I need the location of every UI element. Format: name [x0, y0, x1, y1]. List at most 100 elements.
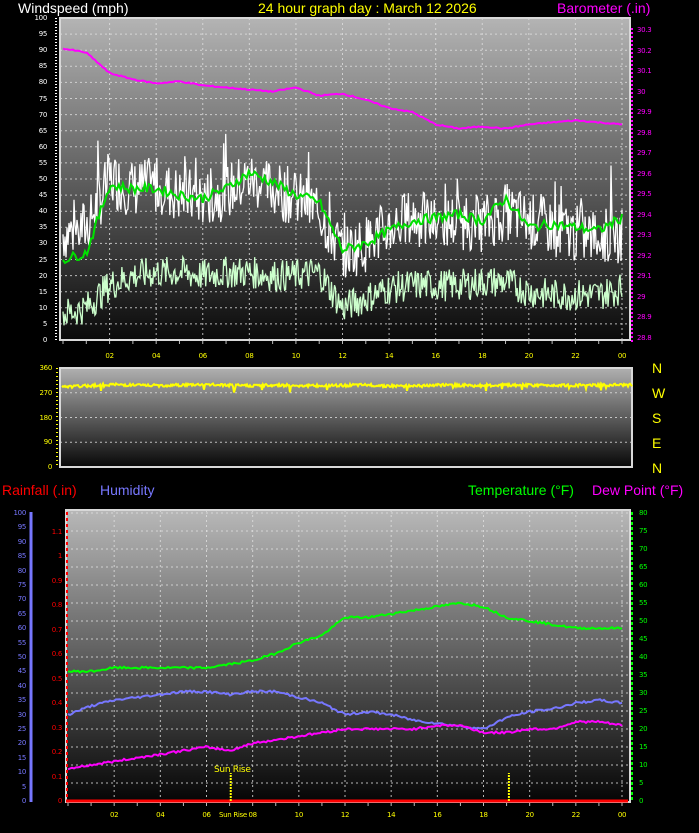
x-tick: 16	[433, 811, 442, 819]
windspeed-tick: 60	[38, 142, 48, 151]
humidity-tick: 70	[17, 595, 27, 604]
barometer-tick: 29.2	[637, 251, 652, 260]
temperature-tick: 55	[639, 599, 648, 607]
compass-label: S	[652, 410, 662, 426]
rainfall-tick: 1.1	[51, 528, 63, 536]
barometer-tick: 29	[637, 292, 646, 301]
windspeed-axis-title: Windspeed (mph)	[18, 0, 129, 16]
windspeed-tick: 40	[38, 207, 48, 216]
barometer-tick: 29.1	[637, 272, 652, 281]
temperature-tick: 40	[639, 653, 648, 661]
barometer-tick: 30.3	[637, 26, 652, 34]
humidity-tick: 5	[21, 782, 26, 791]
humidity-tick: 30	[17, 710, 27, 719]
windspeed-tick: 70	[38, 110, 48, 119]
rain-humidity-temperature-chart	[0, 500, 699, 833]
windspeed-tick: 0	[42, 336, 47, 344]
rainfall-tick: 0.5	[51, 674, 63, 683]
rainfall-tick: 0.3	[51, 723, 63, 732]
x-tick: 14	[384, 352, 394, 360]
rainfall-tick: 0.7	[51, 625, 63, 634]
compass-label: E	[652, 435, 662, 451]
barometer-tick: 29.6	[637, 169, 652, 178]
humidity-tick: 35	[17, 696, 27, 705]
x-tick: 00	[617, 352, 627, 360]
wind-direction-chart	[0, 362, 699, 477]
barometer-tick: 30.2	[637, 46, 652, 55]
x-tick: 22	[571, 811, 581, 819]
humidity-tick: 75	[17, 581, 27, 589]
temperature-tick: 75	[639, 527, 648, 535]
barometer-tick: 29.3	[637, 231, 652, 240]
temperature-tick: 30	[639, 689, 648, 697]
x-tick: 14	[387, 811, 396, 819]
humidity-tick: 80	[17, 566, 27, 575]
rainfall-tick: 0.9	[51, 576, 63, 585]
x-tick: 06	[202, 811, 211, 819]
barometer-tick: 30.1	[637, 67, 652, 76]
windspeed-barometer-chart	[0, 0, 699, 362]
humidity-tick: 55	[17, 638, 27, 647]
temperature-tick: 80	[639, 509, 648, 517]
humidity-axis-title: Humidity	[100, 482, 155, 498]
windspeed-tick: 25	[38, 255, 48, 264]
windspeed-tick: 45	[38, 191, 48, 200]
humidity-tick: 0	[21, 797, 26, 805]
temperature-tick: 5	[639, 779, 644, 787]
rainfall-axis-title: Rainfall (.in)	[2, 482, 77, 498]
x-tick: 10	[294, 811, 304, 819]
windspeed-tick: 85	[38, 62, 48, 71]
barometer-axis-title: Barometer (.in)	[557, 0, 651, 16]
sunrise-label: Sun Rise	[214, 765, 251, 775]
windspeed-tick: 30	[38, 239, 48, 248]
barometer-tick: 29.9	[637, 108, 652, 117]
temperature-tick: 25	[639, 707, 648, 715]
temperature-tick: 65	[639, 563, 648, 571]
x-tick: 08	[245, 352, 254, 360]
humidity-tick: 85	[17, 552, 27, 561]
x-tick: 12	[340, 811, 350, 819]
rainfall-tick: 1	[57, 552, 62, 561]
compass-label: N	[652, 460, 663, 476]
x-tick: 08	[248, 811, 258, 819]
direction-tick: 360	[39, 364, 53, 372]
windspeed-tick: 65	[38, 126, 48, 135]
temperature-tick: 70	[639, 545, 648, 553]
x-tick: 20	[524, 352, 534, 360]
x-tick: 12	[338, 352, 347, 360]
x-tick: 16	[431, 352, 441, 360]
temperature-tick: 20	[639, 725, 648, 733]
temperature-tick: 35	[639, 671, 648, 679]
x-tick: 02	[105, 352, 114, 360]
humidity-tick: 10	[17, 768, 27, 777]
temperature-axis-title: Temperature (°F)	[468, 482, 574, 498]
windspeed-tick: 35	[38, 223, 48, 232]
x-tick: 06	[198, 352, 208, 360]
direction-tick: 180	[39, 413, 53, 422]
direction-tick: 0	[47, 463, 52, 471]
barometer-tick: 28.9	[637, 313, 652, 322]
barometer-tick: 30	[637, 87, 646, 96]
x-tick: 02	[110, 811, 119, 819]
windspeed-tick: 90	[38, 46, 48, 55]
humidity-tick: 40	[17, 681, 27, 690]
rainfall-tick: 0.8	[51, 601, 63, 610]
temperature-tick: 60	[639, 581, 648, 589]
temperature-tick: 15	[639, 743, 648, 751]
windspeed-tick: 5	[42, 319, 47, 328]
barometer-tick: 29.7	[637, 149, 652, 158]
humidity-tick: 20	[17, 739, 27, 748]
barometer-tick: 28.8	[637, 334, 652, 342]
compass-labels: N W S E N	[652, 360, 666, 485]
rainfall-tick: 0	[57, 797, 62, 805]
windspeed-tick: 75	[38, 94, 48, 103]
humidity-tick: 45	[17, 667, 27, 676]
humidity-tick: 15	[17, 753, 27, 762]
chart-title: 24 hour graph day : March 12 2026	[258, 0, 477, 16]
x-tick: 18	[479, 811, 488, 819]
windspeed-tick: 15	[38, 287, 48, 296]
rainfall-tick: 0.2	[51, 748, 63, 757]
humidity-tick: 90	[17, 537, 27, 546]
windspeed-tick: 10	[38, 303, 48, 312]
sunrise-axis-label: Sun Rise	[219, 811, 247, 819]
